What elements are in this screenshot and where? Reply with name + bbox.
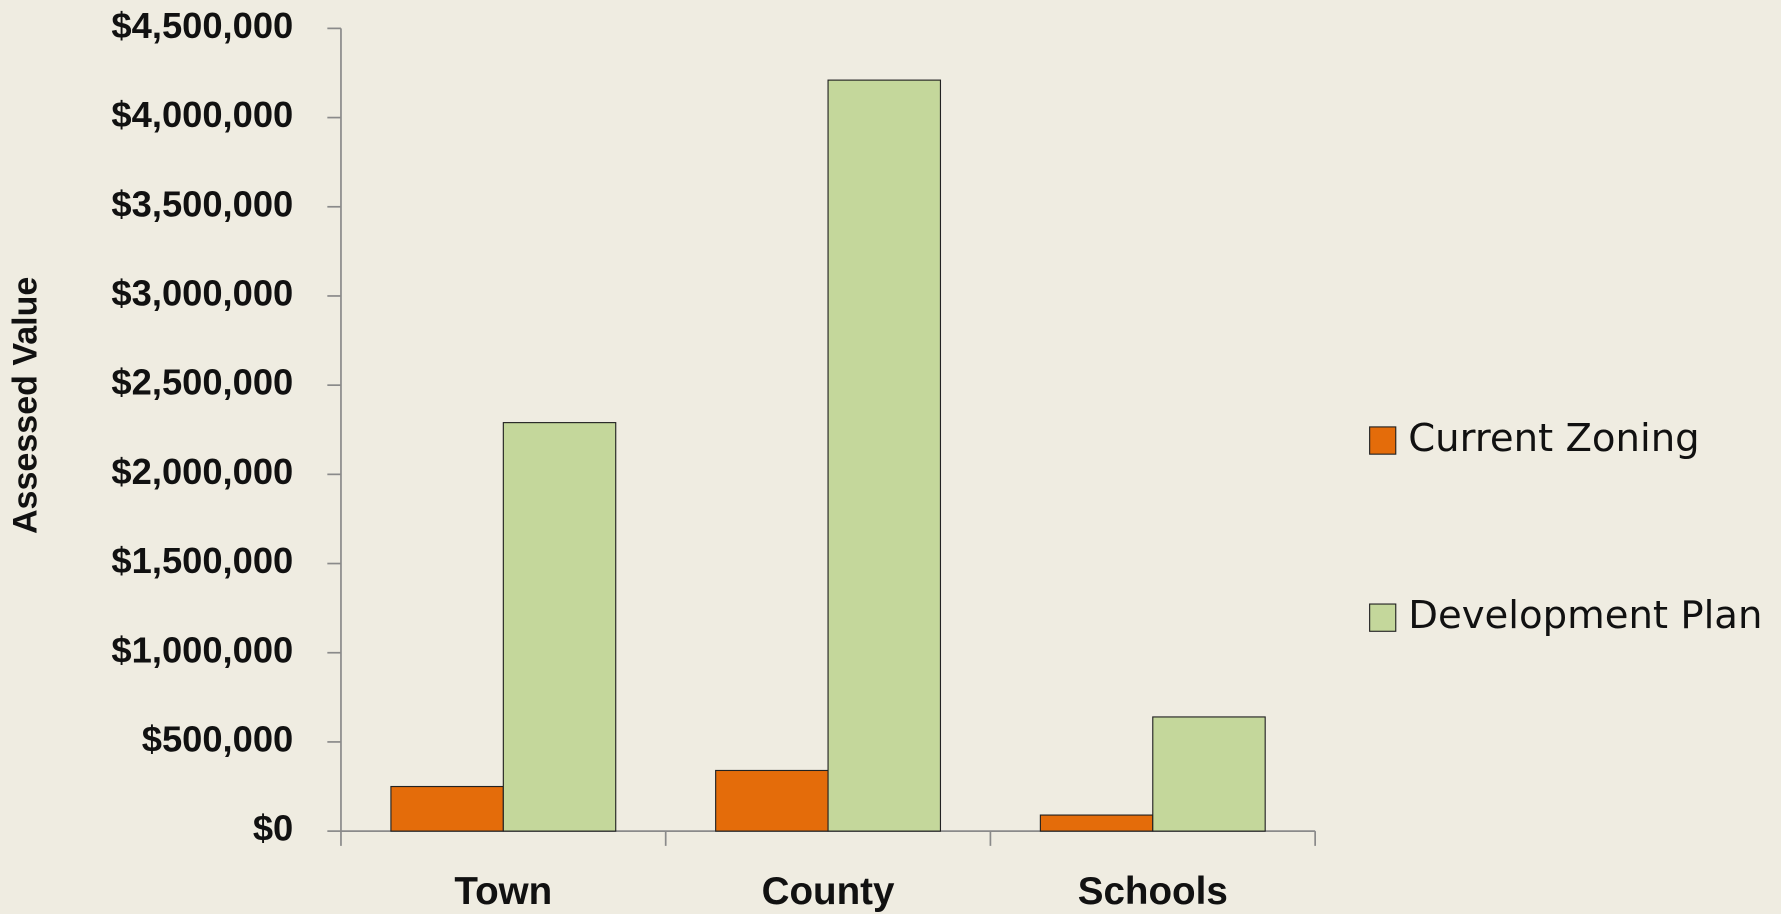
y-tick-label: $3,000,000 — [111, 273, 293, 314]
legend-label: Development Plan — [1408, 593, 1762, 638]
x-tick-label: County — [762, 870, 895, 913]
bar — [1152, 716, 1266, 832]
y-axis-label: Assessed Value — [7, 277, 45, 534]
bar — [715, 769, 829, 832]
bar — [390, 785, 504, 832]
y-tick-label: $1,000,000 — [111, 629, 293, 670]
y-tick-label: $2,500,000 — [111, 362, 293, 403]
bar — [502, 422, 617, 832]
y-tick-label: $4,500,000 — [111, 5, 293, 46]
y-tick-label: $1,500,000 — [111, 540, 293, 581]
legend-swatch — [1369, 603, 1397, 632]
legend-swatch — [1369, 426, 1397, 455]
bar — [1039, 814, 1154, 832]
y-tick-label: $2,000,000 — [111, 451, 293, 492]
y-tick-label: $4,000,000 — [111, 94, 293, 135]
x-tick-label: Schools — [1078, 870, 1228, 913]
y-tick-label: $500,000 — [142, 719, 294, 760]
y-tick-label: $3,500,000 — [111, 183, 293, 224]
legend-label: Current Zoning — [1408, 416, 1699, 461]
bar — [827, 79, 942, 832]
y-tick-label: $0 — [253, 808, 293, 849]
x-tick-label: Town — [454, 870, 552, 913]
